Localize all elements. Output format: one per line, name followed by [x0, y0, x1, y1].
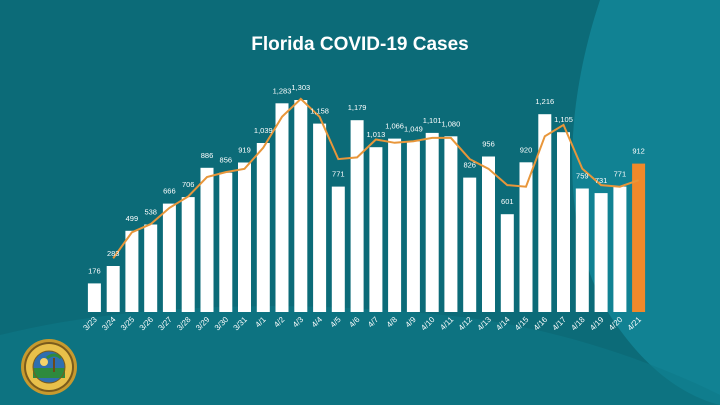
value-label: 1,049 — [404, 124, 423, 133]
x-tick-label: 4/15 — [513, 315, 531, 333]
value-label: 538 — [144, 208, 157, 217]
bar-4-20 — [613, 186, 627, 312]
value-label: 886 — [201, 151, 214, 160]
x-tick-label: 4/10 — [419, 315, 437, 333]
x-tick-label: 3/23 — [81, 315, 99, 333]
x-tick-label: 4/2 — [272, 315, 287, 330]
x-tick-label: 4/7 — [366, 315, 381, 330]
x-tick-label: 3/26 — [138, 315, 156, 333]
value-label: 919 — [238, 146, 251, 155]
value-label: 1,080 — [442, 119, 461, 128]
value-label: 920 — [520, 145, 533, 154]
value-label: 1,283 — [273, 86, 292, 95]
x-tick-label: 3/30 — [213, 315, 231, 333]
x-axis-ticks: 3/23 3/24 3/25 3/26 3/27 3/28 3/29 3/30 3/31 4/1 4… — [81, 315, 643, 333]
x-tick-label: 4/1 — [253, 315, 268, 330]
bar-4-15 — [519, 162, 533, 312]
bar-3-25 — [125, 230, 139, 312]
x-tick-label: 4/6 — [347, 315, 362, 330]
bar-4-14 — [500, 214, 514, 312]
value-label: 706 — [182, 180, 195, 189]
value-label: 956 — [482, 140, 495, 149]
value-label: 601 — [501, 197, 514, 206]
value-label: 1,101 — [423, 116, 442, 125]
value-label: 1,066 — [385, 122, 404, 131]
bar-3-28 — [181, 197, 195, 312]
bar-4-17 — [557, 132, 570, 312]
bar-4-10 — [425, 132, 439, 312]
x-tick-label: 4/20 — [607, 315, 625, 333]
bar-3-29 — [200, 167, 214, 312]
value-label: 771 — [332, 170, 345, 179]
bar-3-27 — [162, 203, 176, 312]
bar-4-4 — [313, 123, 327, 312]
x-tick-label: 3/25 — [119, 315, 137, 333]
value-label: 283 — [107, 249, 120, 258]
value-label: 666 — [163, 187, 176, 196]
x-tick-label: 4/16 — [532, 315, 550, 333]
bar-4-2 — [275, 103, 289, 312]
value-label: 771 — [614, 170, 627, 179]
x-tick-label: 4/19 — [588, 315, 606, 333]
bar-series — [87, 100, 646, 312]
x-tick-label: 3/31 — [232, 315, 250, 333]
x-tick-label: 3/27 — [156, 315, 174, 333]
x-tick-label: 3/28 — [175, 315, 193, 333]
florida-seal-icon — [21, 339, 77, 395]
bar-4-8 — [388, 138, 402, 312]
x-tick-label: 4/14 — [494, 315, 512, 333]
value-label: 1,179 — [348, 103, 367, 112]
x-tick-label: 4/12 — [457, 315, 475, 333]
value-label: 1,013 — [367, 130, 386, 139]
x-tick-label: 4/4 — [310, 315, 325, 330]
value-label: 1,105 — [554, 115, 573, 124]
value-label: 499 — [126, 214, 139, 223]
bar-4-6 — [350, 120, 364, 312]
bar-4-18 — [575, 188, 589, 312]
value-label: 1,039 — [254, 126, 273, 135]
x-tick-label: 4/3 — [291, 315, 306, 330]
value-label: 759 — [576, 172, 589, 181]
bar-4-19 — [594, 193, 608, 312]
value-label: 176 — [88, 266, 101, 275]
x-tick-label: 4/11 — [438, 315, 455, 332]
value-label: 1,303 — [291, 83, 310, 92]
value-label: 856 — [220, 156, 233, 165]
bar-3-31 — [238, 162, 251, 312]
bar-4-13 — [482, 156, 495, 312]
bar-4-7 — [369, 147, 383, 312]
value-label: 826 — [463, 161, 476, 170]
bar-3-23 — [87, 283, 101, 312]
x-tick-label: 4/8 — [385, 315, 400, 330]
value-label: 912 — [632, 147, 645, 156]
bar-4-9 — [406, 141, 420, 312]
x-tick-label: 4/17 — [551, 315, 569, 333]
bar-4-3 — [294, 100, 308, 312]
chart-title: Florida COVID-19 Cases — [251, 34, 469, 55]
x-tick-label: 4/18 — [569, 315, 587, 333]
bar-4-5 — [331, 186, 345, 312]
x-tick-label: 4/21 — [626, 315, 644, 333]
bar-4-21 — [632, 163, 646, 312]
value-label: 1,158 — [310, 107, 329, 116]
bar-3-24 — [106, 266, 120, 312]
value-label: 731 — [595, 176, 608, 185]
bar-4-1 — [256, 143, 270, 312]
bar-3-26 — [144, 224, 158, 312]
bar-4-12 — [463, 177, 477, 312]
trend-line — [112, 97, 639, 259]
value-label: 1,216 — [535, 97, 554, 106]
x-tick-label: 4/13 — [476, 315, 494, 333]
value-labels: 176 283 499 538 666 706 886 856 919 1,039 1,283 1,3… — [88, 83, 645, 275]
x-tick-label: 4/9 — [404, 315, 419, 330]
x-tick-label: 3/29 — [194, 315, 212, 333]
bar-3-30 — [219, 172, 233, 312]
x-tick-label: 4/5 — [328, 315, 343, 330]
x-tick-label: 3/24 — [100, 315, 118, 333]
bar-4-11 — [444, 136, 458, 312]
bar-4-16 — [538, 114, 552, 312]
